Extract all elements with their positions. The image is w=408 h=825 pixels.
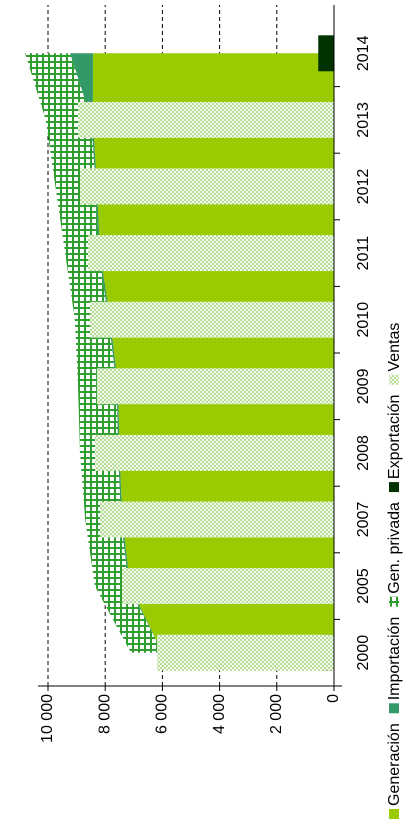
legend-swatch [389, 596, 399, 607]
y-tick-label: 8 000 [96, 694, 113, 734]
legend-label: Exportación [386, 395, 403, 480]
bar [318, 35, 334, 72]
area [25, 53, 163, 653]
legend-label: Gen. privada [386, 502, 403, 594]
plot-frame: 0 2 000 4 000 6 000 8 000 10 000 2000 2005 2007 2… [25, 5, 403, 819]
y-tick-label: 6 000 [154, 694, 171, 734]
x-tick-label: 2009 [355, 368, 372, 404]
x-tick-label: 2005 [355, 568, 372, 604]
area [92, 53, 334, 653]
legend-swatch [389, 703, 399, 714]
bar [80, 168, 334, 205]
legend-swatch [389, 482, 399, 493]
bar [94, 434, 334, 471]
legend-label: Generación [386, 723, 403, 806]
x-tick-label: 2012 [355, 169, 372, 205]
y-tick-label: 4 000 [211, 694, 228, 734]
x-tick-label: 2000 [355, 635, 372, 671]
y-tick-label: 2 000 [268, 694, 285, 734]
bar [100, 501, 334, 538]
legend-label: Ventas [386, 323, 403, 372]
bar [156, 634, 334, 671]
legend-label: Importación [386, 617, 403, 701]
x-tick-label: 2010 [355, 302, 372, 338]
y-tick-label: 0 [325, 694, 342, 703]
legend-swatch [389, 374, 399, 385]
x-tick-label: 2014 [355, 35, 372, 71]
x-tick-label: 2011 [355, 236, 372, 271]
x-tick-label: 2008 [355, 435, 372, 471]
bar [78, 101, 334, 138]
bar [122, 568, 334, 605]
bar [96, 368, 334, 405]
x-tick-label: 2013 [355, 102, 372, 138]
legend-swatch [389, 809, 399, 819]
bar [90, 301, 334, 338]
y-tick-label: 10 000 [39, 694, 56, 743]
x-tick-label: 2007 [355, 502, 372, 538]
bar [88, 235, 335, 272]
